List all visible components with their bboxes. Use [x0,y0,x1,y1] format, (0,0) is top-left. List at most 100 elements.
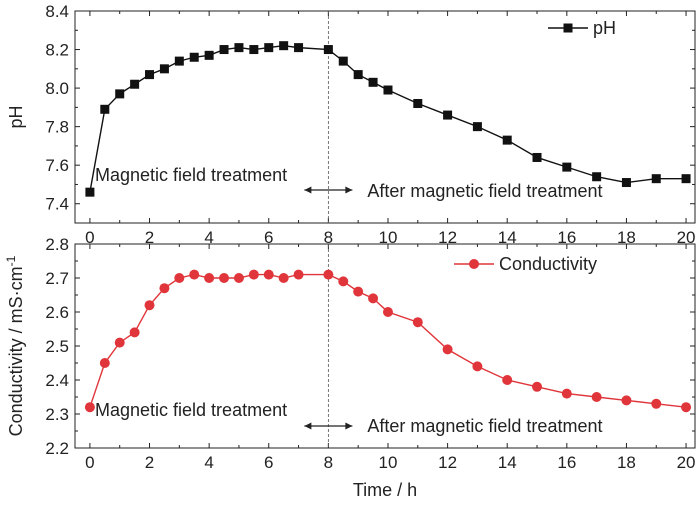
x-tick-label: 14 [498,453,517,472]
data-point [383,85,393,95]
x-tick-label: 6 [264,228,273,247]
data-point [472,361,483,372]
data-point [219,45,229,55]
y-tick-label: 8.2 [45,41,69,60]
x-tick-label: 2 [145,228,154,247]
data-point [651,174,661,184]
x-tick-label: 12 [438,453,457,472]
x-tick-label: 0 [85,453,94,472]
y-axis-title-superscript: -1 [4,255,18,266]
x-axis-title: Time / h [353,480,417,500]
x-tick-label: 4 [204,453,213,472]
y-tick-label: 2.6 [45,303,69,322]
data-point [189,269,200,280]
phase-arrow-right-head [345,186,353,194]
data-point [442,344,453,355]
data-point [248,269,259,280]
y-tick-label: 2.4 [45,371,69,390]
data-point [189,52,199,62]
data-point [100,104,110,114]
data-point [130,79,140,89]
y-tick-label: 7.4 [45,195,69,214]
x-tick-label: 10 [379,228,398,247]
phase-arrow-left-head [304,422,312,430]
data-point [278,273,289,283]
x-tick-label: 12 [438,228,457,247]
legend-marker [563,23,573,33]
x-tick-label: 6 [264,453,273,472]
data-point [159,283,170,294]
phase-arrow-left-head [304,186,312,194]
data-point [353,286,364,297]
x-tick-label: 4 [204,228,213,247]
data-point [591,392,602,402]
data-point [145,70,155,80]
y-tick-label: 2.7 [45,269,69,288]
y-axis-title: Conductivity / mS·cm-1 [4,255,26,436]
data-point [681,402,692,413]
data-point [562,162,572,172]
data-point [294,43,304,53]
x-tick-label: 8 [324,228,333,247]
y-tick-label: 2.5 [45,337,69,356]
y-tick-label: 8.4 [45,2,69,21]
legend-label: Conductivity [499,254,597,274]
phase-arrow-right-head [345,422,353,430]
data-point [621,395,632,406]
after-treatment-label: After magnetic field treatment [367,416,602,436]
data-point [472,122,482,132]
data-point [159,64,169,74]
data-point [368,77,378,87]
y-axis-title-text: pH [6,105,26,128]
data-point [338,276,349,287]
y-axis-title: pH [6,105,26,128]
data-point [532,381,543,392]
y-tick-label: 2.8 [45,235,69,254]
data-point [443,110,453,120]
ph-panel: 0 2 4 6 8 10 12 14 16 18 20 7.4 7.6 7.8 8.0 8.2 8.4 pH Mag… [6,2,696,247]
data-point [249,45,259,55]
data-point [323,45,333,55]
data-point [651,398,662,409]
y-tick-label: 8.0 [45,79,69,98]
data-point [115,89,125,99]
data-point [592,172,602,182]
data-point [502,375,513,385]
x-tick-label: 0 [85,228,94,247]
data-point [233,273,244,283]
data-point [219,273,230,283]
data-point [293,269,304,280]
data-point [174,56,184,66]
y-axis-title-text: Conductivity / mS·cm [6,266,26,436]
treatment-label: Magnetic field treatment [95,165,287,185]
data-point [204,273,215,283]
x-tick-label: 16 [557,453,576,472]
plot-frame [74,10,696,224]
series-line-conductivity [89,273,687,408]
data-point [532,152,542,162]
data-point [368,293,379,304]
legend-label: pH [593,18,616,38]
data-point [502,135,512,145]
data-point [264,43,274,53]
data-point [681,174,691,184]
data-point [129,327,140,338]
x-tick-label: 14 [498,228,517,247]
y-tick-label: 7.6 [45,156,69,175]
data-point [353,70,363,80]
data-point [204,50,214,60]
after-treatment-label: After magnetic field treatment [367,181,602,201]
x-tick-label: 16 [557,228,576,247]
data-point [561,388,572,399]
conductivity-panel: 0 2 4 6 8 10 12 14 16 18 20 2.2 2.3 2.4 2.5 2.6 2.7 2.8 Co… [4,235,696,500]
x-tick-label: 20 [677,228,696,247]
data-point [85,187,95,197]
y-tick-label: 2.3 [45,405,69,424]
data-point [279,41,289,51]
treatment-label: Magnetic field treatment [95,400,287,420]
data-point [263,269,274,280]
y-tick-label: 7.8 [45,118,69,137]
x-tick-label: 18 [617,228,636,247]
